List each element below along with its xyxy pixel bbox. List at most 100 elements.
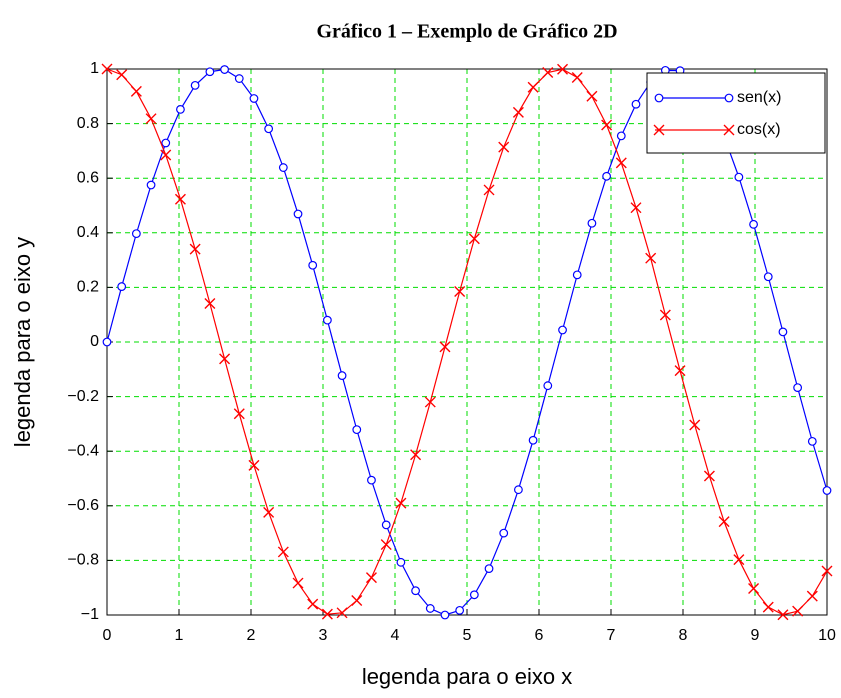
marker — [469, 590, 479, 600]
y-tick-label: 1 — [90, 60, 99, 77]
marker — [365, 572, 377, 584]
marker — [749, 219, 758, 229]
marker — [307, 598, 319, 610]
y-tick-label: 0.4 — [77, 224, 99, 241]
marker — [292, 577, 304, 589]
marker — [777, 609, 789, 621]
marker — [514, 485, 523, 495]
marker — [336, 607, 348, 619]
marker — [176, 105, 185, 114]
marker — [807, 436, 817, 446]
marker — [219, 353, 231, 365]
marker — [806, 590, 818, 602]
marker — [308, 260, 318, 270]
marker — [645, 252, 657, 264]
marker — [616, 131, 626, 141]
marker — [424, 396, 436, 408]
marker — [249, 94, 259, 103]
marker — [762, 601, 774, 613]
x-tick-label: 5 — [463, 627, 472, 644]
marker — [116, 69, 128, 81]
marker — [484, 564, 494, 573]
marker — [763, 272, 773, 282]
marker — [131, 229, 141, 239]
marker — [161, 138, 171, 148]
marker — [468, 233, 480, 245]
marker — [631, 99, 641, 109]
y-axis-label: legenda para o eixo y — [10, 237, 35, 447]
marker — [410, 449, 422, 461]
chart-title: Gráfico 1 – Exemplo de Gráfico 2D — [316, 21, 617, 43]
series-line — [106, 68, 828, 616]
marker — [130, 85, 142, 97]
marker — [145, 113, 157, 125]
marker — [615, 157, 627, 169]
legend-box — [646, 72, 826, 154]
y-tick-label: −0.8 — [67, 552, 99, 569]
marker — [821, 565, 833, 577]
marker — [189, 243, 201, 255]
marker — [367, 475, 376, 485]
marker — [204, 298, 216, 310]
marker — [793, 383, 803, 392]
marker — [190, 80, 200, 90]
marker — [454, 286, 466, 297]
marker — [703, 470, 715, 482]
marker — [572, 270, 582, 280]
marker — [587, 218, 597, 228]
marker — [659, 309, 671, 321]
marker — [248, 459, 260, 471]
marker — [337, 371, 347, 380]
marker — [527, 81, 539, 93]
marker — [101, 63, 113, 75]
x-tick-label: 3 — [319, 627, 328, 644]
marker — [425, 604, 435, 613]
marker — [571, 71, 583, 83]
y-tick-label: −0.2 — [67, 388, 99, 405]
marker — [439, 341, 451, 353]
legend-marker — [653, 124, 665, 136]
x-tick-label: 0 — [103, 627, 112, 644]
y-tick-label: −1 — [81, 606, 99, 623]
marker — [263, 506, 275, 518]
marker — [293, 209, 303, 219]
marker — [734, 172, 744, 182]
marker — [277, 546, 289, 558]
marker — [778, 327, 788, 337]
marker — [528, 435, 538, 445]
marker — [718, 516, 730, 528]
marker — [499, 528, 509, 538]
x-tick-label: 7 — [607, 627, 616, 644]
marker — [278, 163, 288, 172]
marker — [557, 63, 569, 75]
marker — [792, 605, 804, 617]
marker — [395, 497, 407, 509]
marker — [498, 141, 510, 153]
marker — [264, 124, 274, 134]
marker — [630, 202, 642, 214]
legend-label: cos(x) — [737, 121, 781, 138]
marker — [220, 65, 229, 74]
x-tick-label: 8 — [679, 627, 688, 644]
legend-label: sen(x) — [737, 89, 781, 106]
marker — [380, 539, 392, 551]
marker — [748, 583, 760, 595]
marker — [174, 193, 186, 205]
marker — [381, 520, 391, 530]
marker — [483, 184, 495, 196]
x-tick-label: 1 — [175, 627, 184, 644]
marker — [146, 180, 156, 190]
marker — [543, 381, 553, 391]
marker — [674, 365, 686, 377]
marker — [455, 605, 465, 615]
x-tick-label: 4 — [391, 627, 400, 644]
marker — [733, 554, 745, 566]
marker — [602, 171, 612, 181]
x-axis-label: legenda para o eixo x — [362, 664, 572, 689]
marker — [234, 74, 244, 83]
marker — [440, 610, 450, 620]
legend-marker — [654, 93, 664, 103]
y-tick-label: 0.8 — [77, 115, 99, 132]
x-tick-label: 2 — [247, 627, 256, 644]
